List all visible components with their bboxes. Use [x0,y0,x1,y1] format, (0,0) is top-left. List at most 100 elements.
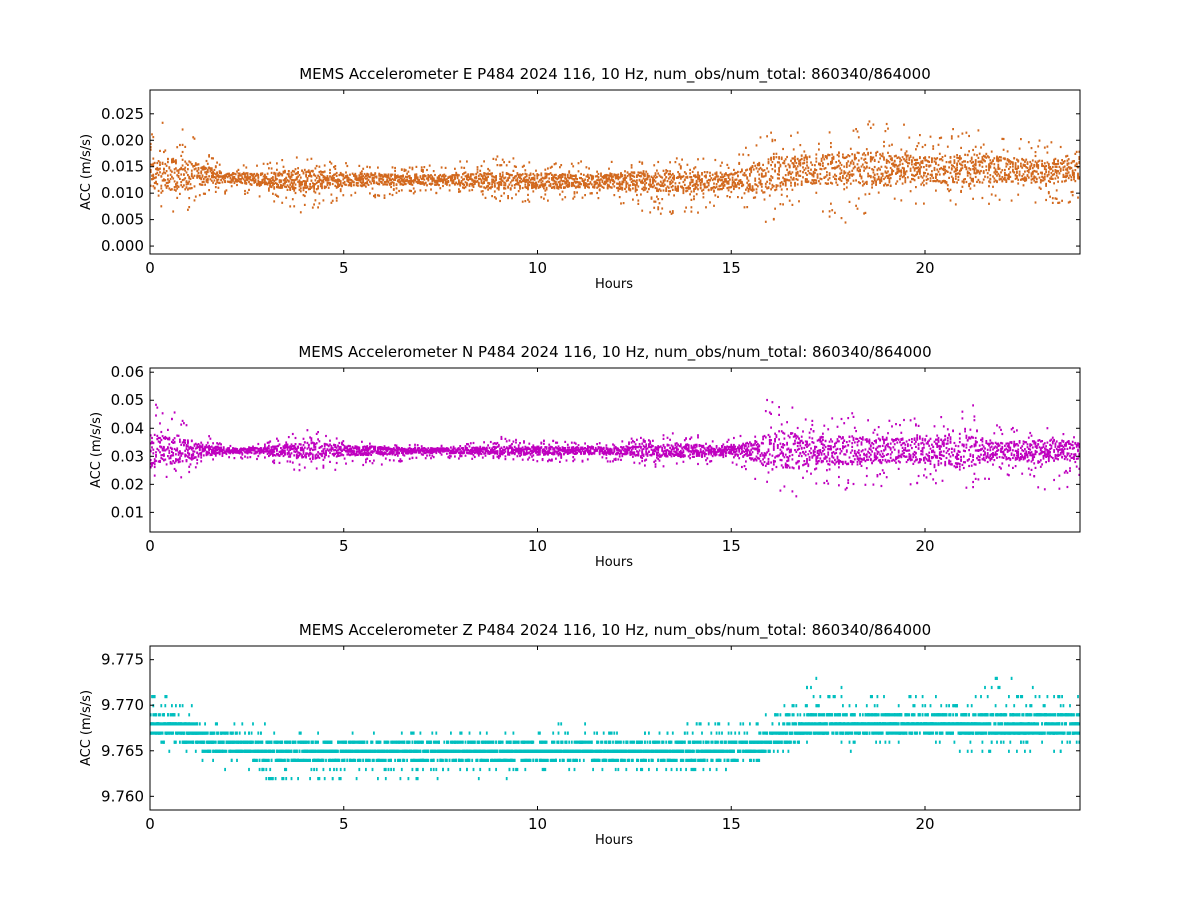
data-point [197,445,200,448]
data-point [423,166,426,169]
data-point [431,179,434,182]
data-point [305,453,307,456]
data-point [462,186,464,189]
data-point [908,136,911,139]
data-point [559,193,561,196]
data-point [957,160,960,163]
data-point [994,172,997,176]
data-point [198,194,201,197]
data-point [350,183,353,186]
data-point [150,169,152,172]
data-point [871,158,873,161]
data-point [213,172,216,175]
data-point [395,191,398,194]
data-point [342,194,345,197]
data-point [250,174,253,177]
data-point [291,184,294,187]
data-point [646,190,649,193]
data-point [738,161,741,165]
data-point [159,460,161,463]
data-point [1001,137,1004,140]
data-point [200,441,203,444]
data-point [968,183,970,186]
data-point [912,174,915,177]
data-point [695,193,698,196]
data-point [818,148,820,151]
data-point [281,174,284,177]
data-point [190,172,193,175]
data-point [210,169,213,172]
data-point [175,449,177,452]
data-point [164,149,167,152]
data-point [565,177,568,180]
data-point [932,176,935,179]
data-point [653,164,656,167]
data-point [513,186,516,189]
data-point [491,183,493,186]
data-point [1031,177,1034,180]
data-point [885,171,888,174]
data-point [236,178,238,182]
data-point [527,198,529,201]
data-point [957,157,960,160]
data-point [152,164,155,168]
data-point [779,165,782,168]
data-point [799,170,802,173]
data-point [733,173,735,176]
data-point [666,170,669,173]
data-point [895,172,897,175]
data-point [414,175,416,178]
data-point [287,455,290,458]
data-point [573,184,576,187]
data-point [800,157,803,160]
data-point [670,182,673,185]
data-point [849,173,852,176]
data-point [1050,172,1053,175]
data-point [888,179,891,182]
data-point [727,180,730,183]
data-point [303,168,306,171]
data-point [517,190,520,193]
data-point [1004,176,1006,179]
data-point [187,439,189,442]
data-point [1045,168,1047,171]
data-point [164,184,167,187]
data-point [775,184,778,187]
data-point [167,438,169,441]
data-point [803,156,806,159]
data-point [274,175,277,178]
data-point [390,175,392,178]
data-point [758,173,761,176]
data-point [527,188,529,191]
data-point [742,183,745,186]
data-point [710,177,713,180]
data-point [1059,162,1062,165]
data-point [298,452,301,455]
data-point [725,172,727,175]
data-point [871,168,873,171]
data-point [460,166,463,169]
data-point [161,121,164,124]
data-point [915,173,917,177]
data-point [1022,159,1025,162]
data-point [206,441,209,444]
data-point [301,169,303,172]
data-point [885,174,888,177]
data-point [206,446,209,449]
data-point [1005,162,1008,165]
data-point [291,447,294,451]
data-point [177,185,180,188]
data-point [280,172,282,176]
data-point [532,176,535,179]
data-point [353,174,355,177]
data-point [281,448,284,452]
data-point [331,199,334,202]
data-point [762,169,764,172]
data-point [415,177,418,180]
data-point [958,162,961,165]
data-point [185,424,188,427]
data-point [656,195,658,198]
data-point [512,179,515,182]
data-point [331,182,334,186]
data-point [318,178,321,182]
